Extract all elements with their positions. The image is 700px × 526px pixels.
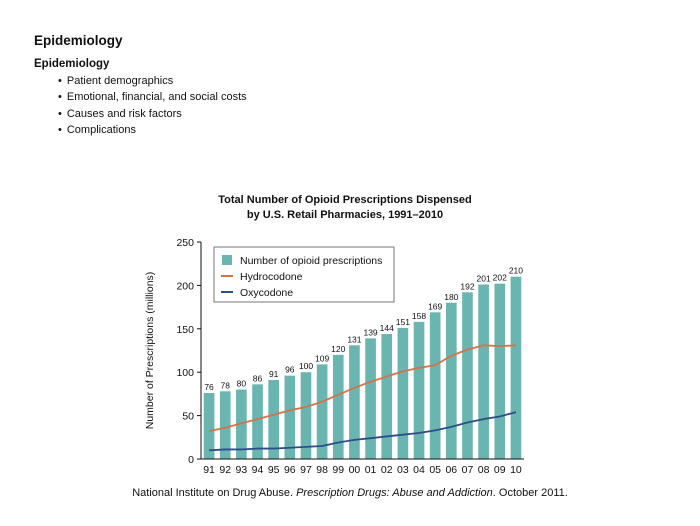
bar [462, 292, 473, 459]
x-tick-label: 97 [300, 464, 312, 476]
series-line-oxycodone [209, 411, 517, 452]
y-tick-label: 200 [176, 280, 194, 292]
x-tick-label: 07 [462, 464, 474, 476]
bar [381, 334, 393, 459]
bullet-item: Emotional, financial, and social costs [58, 89, 247, 105]
x-tick-label: 08 [478, 464, 490, 476]
bar [478, 284, 489, 459]
x-tick-label: 02 [381, 464, 393, 476]
bar [203, 393, 215, 459]
bar-value-label: 86 [253, 373, 263, 383]
legend-label: Oxycodone [240, 287, 293, 299]
x-tick-label: 92 [219, 464, 231, 476]
y-tick-label: 100 [176, 367, 194, 379]
bar-value-label: 151 [396, 317, 410, 327]
bar-value-label: 120 [331, 344, 345, 354]
bar [413, 321, 425, 459]
x-tick-label: 96 [284, 464, 296, 476]
bar [268, 380, 280, 459]
bar [284, 375, 296, 459]
bar-value-label: 169 [428, 301, 442, 311]
bullet-item: Causes and risk factors [58, 106, 247, 122]
bar-value-label: 201 [477, 274, 491, 284]
section-heading: Epidemiology [34, 58, 110, 70]
x-tick-label: 06 [445, 464, 457, 476]
x-tick-label: 98 [316, 464, 328, 476]
chart-title-line-2: by U.S. Retail Pharmacies, 1991–2010 [247, 209, 443, 221]
citation-title: Prescription Drugs: Abuse and Addiction [296, 487, 493, 499]
bar [429, 312, 441, 459]
bar-value-label: 144 [380, 323, 394, 333]
x-tick-label: 10 [510, 464, 522, 476]
x-tick-label: 01 [365, 464, 377, 476]
x-tick-label: 94 [252, 464, 264, 476]
x-tick-label: 09 [494, 464, 506, 476]
bar [349, 345, 360, 459]
opioid-prescriptions-chart: Total Number of Opioid Prescriptions Dis… [144, 194, 524, 476]
y-tick-label: 50 [182, 411, 194, 423]
citation-suffix: . October 2011. [492, 487, 568, 499]
bar-value-label: 78 [220, 380, 230, 390]
bar [510, 276, 522, 459]
x-tick-label: 00 [349, 464, 361, 476]
bar-value-label: 210 [509, 266, 523, 276]
bar-value-label: 91 [269, 369, 279, 379]
legend-swatch-bars [222, 255, 232, 265]
bar [332, 354, 344, 459]
bar [365, 338, 376, 459]
x-tick-label: 99 [332, 464, 344, 476]
page-title: Epidemiology [34, 33, 123, 48]
chart-title-line-1: Total Number of Opioid Prescriptions Dis… [218, 194, 471, 206]
bullet-item: Patient demographics [58, 73, 247, 89]
bar-value-label: 80 [237, 379, 247, 389]
x-tick-label: 95 [268, 464, 280, 476]
bullet-item: Complications [58, 122, 247, 138]
bar-value-label: 139 [363, 327, 377, 337]
x-tick-label: 05 [429, 464, 441, 476]
citation-prefix: National Institute on Drug Abuse. [132, 487, 297, 499]
bar-value-label: 180 [444, 292, 458, 302]
y-axis-label: Number of Prescriptions (millions) [144, 272, 156, 430]
y-tick-label: 0 [188, 454, 194, 466]
citation: National Institute on Drug Abuse. Prescr… [0, 487, 700, 499]
bar [252, 384, 263, 459]
x-tick-label: 93 [236, 464, 248, 476]
y-tick-label: 250 [176, 237, 194, 249]
bar-value-label: 109 [315, 353, 329, 363]
bar-value-label: 202 [493, 273, 507, 283]
bar-value-label: 131 [347, 334, 361, 344]
legend-label: Number of opioid prescriptions [240, 255, 382, 267]
legend-box [213, 246, 395, 303]
bar-value-label: 158 [412, 311, 426, 321]
series-line-hydrocodone [208, 344, 516, 433]
legend-label: Hydrocodone [240, 271, 303, 283]
bar [316, 364, 328, 459]
chart-legend: Number of opioid prescriptions Hydrocodon… [213, 246, 395, 303]
bar [397, 327, 409, 459]
bullet-list: Patient demographics Emotional, financia… [58, 73, 247, 138]
bar [219, 391, 231, 459]
bar [445, 302, 457, 459]
bar-value-label: 76 [204, 382, 214, 392]
bar [494, 283, 506, 459]
bar [300, 372, 312, 459]
bar-value-label: 100 [299, 361, 313, 371]
x-tick-label: 03 [397, 464, 409, 476]
y-tick-label: 150 [176, 324, 194, 336]
x-tick-label: 04 [413, 464, 425, 476]
bar-value-label: 96 [285, 365, 295, 375]
x-tick-label: 91 [203, 464, 215, 476]
bar-value-label: 192 [460, 281, 474, 291]
